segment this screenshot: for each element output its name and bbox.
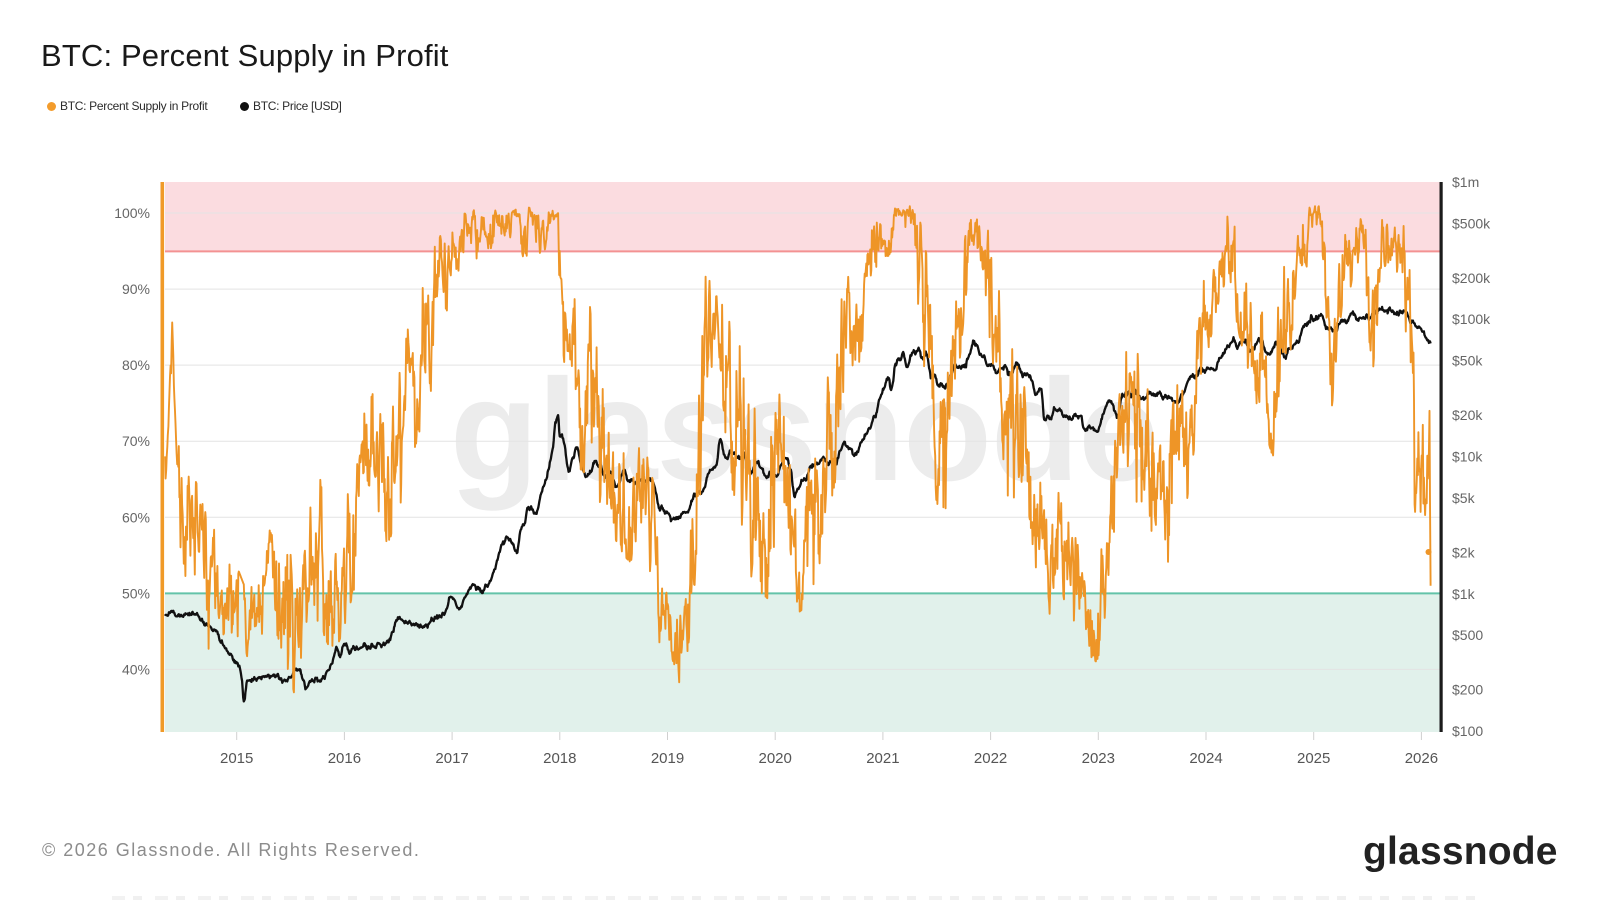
- svg-text:2017: 2017: [435, 750, 468, 767]
- svg-text:2020: 2020: [759, 750, 792, 767]
- svg-text:50%: 50%: [122, 585, 150, 601]
- svg-text:$200k: $200k: [1452, 270, 1491, 286]
- svg-text:2021: 2021: [866, 750, 899, 767]
- svg-text:70%: 70%: [122, 433, 150, 449]
- svg-text:2025: 2025: [1297, 750, 1330, 767]
- svg-text:2024: 2024: [1189, 750, 1222, 767]
- svg-text:$100k: $100k: [1452, 311, 1491, 327]
- svg-text:$1k: $1k: [1452, 586, 1476, 602]
- svg-text:100%: 100%: [114, 205, 150, 221]
- svg-text:$100: $100: [1452, 723, 1483, 739]
- svg-text:$50k: $50k: [1452, 353, 1483, 369]
- svg-text:$10k: $10k: [1452, 449, 1483, 465]
- svg-text:2015: 2015: [220, 750, 253, 767]
- svg-text:90%: 90%: [122, 281, 150, 297]
- svg-text:$200: $200: [1452, 682, 1483, 698]
- svg-text:$20k: $20k: [1452, 407, 1483, 423]
- svg-text:$5k: $5k: [1452, 490, 1476, 506]
- svg-text:2019: 2019: [651, 750, 684, 767]
- svg-text:2023: 2023: [1082, 750, 1115, 767]
- svg-text:60%: 60%: [122, 509, 150, 525]
- svg-text:$2k: $2k: [1452, 544, 1476, 560]
- svg-text:$500k: $500k: [1452, 215, 1491, 231]
- svg-text:2022: 2022: [974, 750, 1007, 767]
- svg-text:2026: 2026: [1405, 750, 1438, 767]
- svg-text:2016: 2016: [328, 750, 361, 767]
- svg-text:40%: 40%: [122, 661, 150, 677]
- svg-text:$500: $500: [1452, 627, 1483, 643]
- svg-text:glassnode: glassnode: [450, 349, 1158, 511]
- svg-text:2018: 2018: [543, 750, 576, 767]
- svg-text:80%: 80%: [122, 357, 150, 373]
- svg-text:$1m: $1m: [1452, 174, 1479, 190]
